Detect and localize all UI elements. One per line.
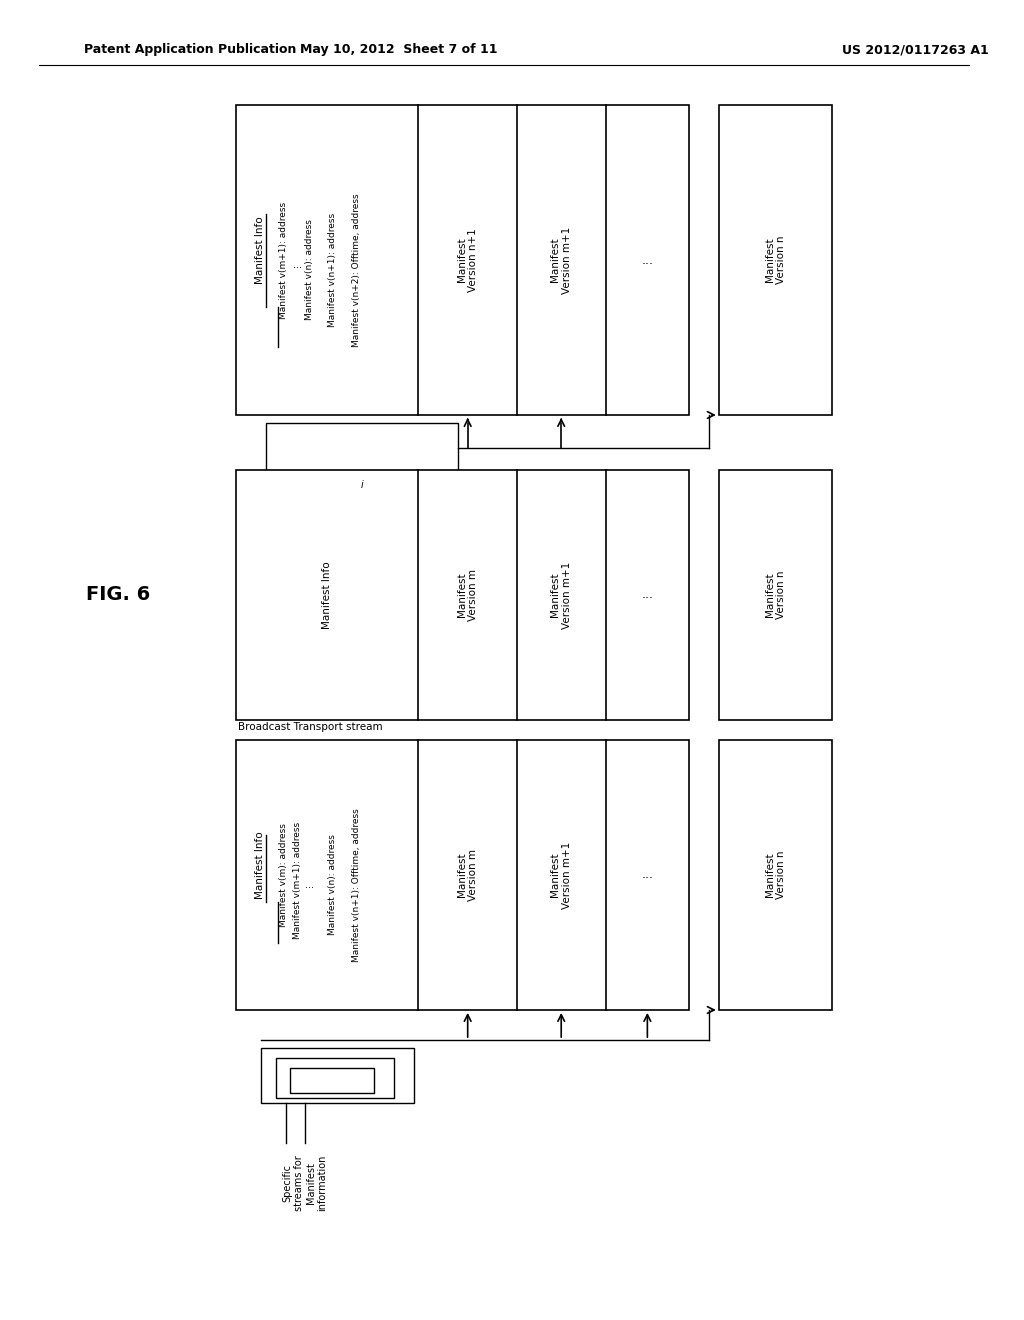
Text: Manifest v(n+1): address: Manifest v(n+1): address <box>328 213 337 327</box>
Text: Manifest
Version m+1: Manifest Version m+1 <box>551 226 572 293</box>
Bar <box>291 1068 374 1093</box>
Bar <box>275 1059 394 1098</box>
Text: Manifest Info: Manifest Info <box>255 216 265 284</box>
Text: Manifest
Version n+1: Manifest Version n+1 <box>457 228 478 292</box>
Text: Patent Application Publication: Patent Application Publication <box>84 44 296 57</box>
Text: Manifest v(n+2): Offtime, address: Manifest v(n+2): Offtime, address <box>352 193 361 347</box>
Text: ...: ... <box>293 260 302 271</box>
Text: ...: ... <box>641 589 653 602</box>
Text: i: i <box>360 480 364 490</box>
Text: FIG. 6: FIG. 6 <box>86 586 151 605</box>
Text: Manifest v(m): address: Manifest v(m): address <box>279 824 288 927</box>
Text: Manifest
Version m: Manifest Version m <box>457 569 478 620</box>
Text: ...: ... <box>305 880 314 890</box>
Text: Manifest
Version n: Manifest Version n <box>765 236 786 284</box>
Text: Manifest
Version m+1: Manifest Version m+1 <box>551 841 572 908</box>
Text: Manifest v(n): address: Manifest v(n): address <box>328 834 337 936</box>
Text: Manifest v(m+1): address: Manifest v(m+1): address <box>279 202 288 318</box>
Text: Broadcast Transport stream: Broadcast Transport stream <box>239 722 383 733</box>
Bar <box>237 106 689 414</box>
Text: Specific
streams for
Manifest
information: Specific streams for Manifest informatio… <box>283 1155 328 1212</box>
Bar <box>719 741 831 1010</box>
Text: Manifest Info: Manifest Info <box>255 832 265 899</box>
Bar <box>261 1048 414 1104</box>
Text: Manifest Info: Manifest Info <box>323 561 333 628</box>
Text: Manifest
Version m+1: Manifest Version m+1 <box>551 561 572 628</box>
Text: ...: ... <box>641 869 653 882</box>
Text: Manifest v(n+1): Offtime, address: Manifest v(n+1): Offtime, address <box>352 808 361 962</box>
Text: Manifest
Version m: Manifest Version m <box>457 849 478 902</box>
Bar <box>237 741 689 1010</box>
Text: May 10, 2012  Sheet 7 of 11: May 10, 2012 Sheet 7 of 11 <box>300 44 498 57</box>
Bar <box>719 106 831 414</box>
Bar <box>237 470 689 719</box>
Text: Manifest
Version n: Manifest Version n <box>765 851 786 899</box>
Text: ...: ... <box>641 253 653 267</box>
Text: Manifest
Version n: Manifest Version n <box>765 570 786 619</box>
Text: US 2012/0117263 A1: US 2012/0117263 A1 <box>842 44 988 57</box>
Bar <box>266 422 458 473</box>
Text: Manifest v(n): address: Manifest v(n): address <box>305 219 314 321</box>
Text: Manifest v(m+1): address: Manifest v(m+1): address <box>293 821 302 939</box>
Bar <box>719 470 831 719</box>
